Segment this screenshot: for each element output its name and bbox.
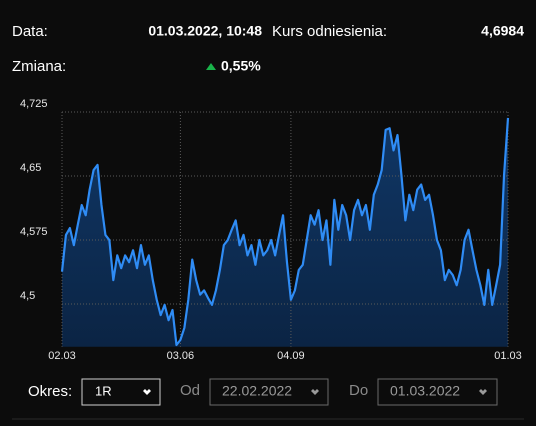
x-tick-label: 01.03 xyxy=(494,350,522,362)
change-label: Zmiana: xyxy=(12,58,66,75)
area xyxy=(62,117,508,347)
rate: 4,6984 xyxy=(481,23,524,39)
chevron xyxy=(143,389,151,395)
period-label: Okres: xyxy=(28,383,72,400)
date-label: Data: xyxy=(12,23,48,40)
y-tick-label: 4,575 xyxy=(20,226,48,238)
up-arrow xyxy=(206,63,216,70)
y-tick-label: 4,5 xyxy=(20,290,35,302)
rate-label: Kurs odniesienia: xyxy=(272,23,387,40)
x-tick-label: 04.09 xyxy=(277,350,305,362)
period-value: 1R xyxy=(95,383,112,398)
chevron xyxy=(479,389,487,395)
x-tick-label: 02.03 xyxy=(48,350,76,362)
x-tick-label: 03.06 xyxy=(167,350,195,362)
from-input[interactable] xyxy=(209,378,329,406)
chevron xyxy=(311,389,319,395)
to-label: Do xyxy=(349,382,368,399)
to-value: 01.03.2022 xyxy=(390,383,460,399)
plot: 4,5 4,575 4,65 4,725 02.03 03.06 04.09 01.03 xyxy=(20,98,522,362)
y-tick-label: 4,65 xyxy=(20,162,41,174)
to-input[interactable] xyxy=(377,378,498,406)
from-label: Od xyxy=(180,382,200,399)
date: 01.03.2022, 10:48 xyxy=(148,23,262,39)
from-value: 22.02.2022 xyxy=(222,383,292,399)
line xyxy=(60,117,510,347)
change: 0,55% xyxy=(221,58,261,74)
y-tick-label: 4,725 xyxy=(20,98,48,110)
